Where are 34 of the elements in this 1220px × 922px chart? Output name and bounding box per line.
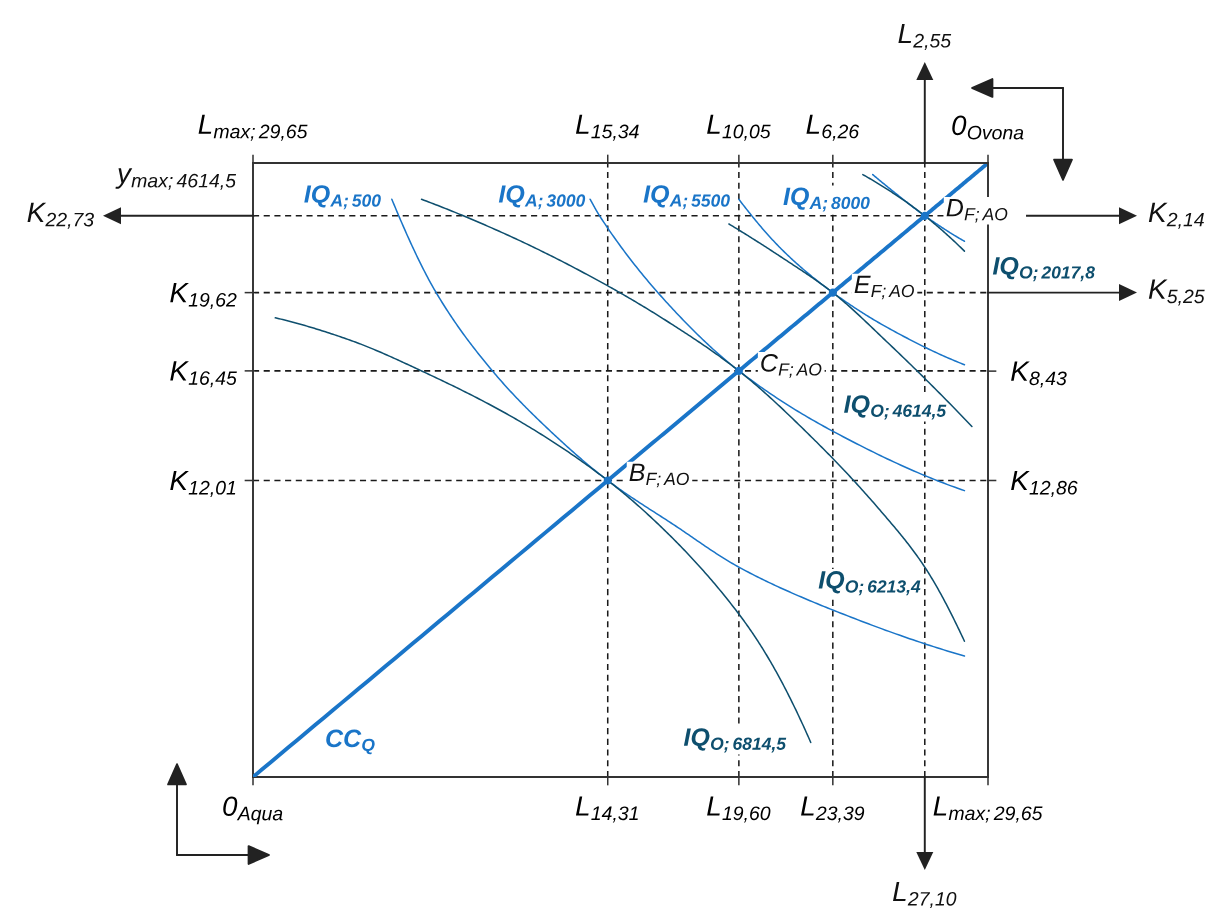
ref-line-label: L$_{27,10}$: [893, 882, 957, 908]
series-label: CC$_{Q}$: [326, 729, 375, 755]
series-label: IQ$_{O;2017,8}$: [992, 257, 1095, 282]
ref-line-label: L$_{2,55}$: [898, 23, 952, 50]
annotation: E$_{F;AO}$: [854, 275, 914, 300]
x-tick-label: L$_{max;29,65}$: [933, 796, 1043, 823]
annotation: C$_{F;AO}$: [761, 354, 822, 378]
x2-tick-label: L$_{6,26}$: [806, 114, 860, 141]
x2-tick-label: L$_{15,34}$: [575, 114, 639, 141]
y2-tick-label: K$_{8,43}$: [1011, 361, 1067, 388]
series-label: IQ$_{A;500}$: [304, 185, 381, 210]
x2-tick-label: 0$_{Ovona}$: [952, 115, 1024, 140]
y-tick-label: K$_{19,62}$: [170, 283, 237, 310]
annotation: D$_{F;AO}$: [946, 199, 1008, 223]
x2-tick-label: L$_{10,05}$: [707, 114, 771, 141]
x-tick-label: L$_{19,60}$: [707, 796, 771, 823]
x-tick-label: L$_{14,31}$: [575, 796, 638, 823]
ref-line-label: K$_{2,14}$: [1148, 202, 1204, 229]
ref-line-label: K$_{22,73}$: [27, 202, 94, 229]
series-label: IQ$_{O;4614,5}$: [844, 395, 947, 420]
series-label: IQ$_{O;6814,5}$: [683, 728, 787, 753]
y-tick-label: K$_{12,01}$: [170, 470, 236, 497]
series-label: IQ$_{O;6213,4}$: [818, 571, 921, 596]
series-label: IQ$_{A;3000}$: [498, 185, 586, 210]
y-tick-label: K$_{16,45}$: [170, 361, 237, 388]
y2-tick-label: K$_{12,86}$: [1011, 470, 1078, 497]
ref-line-label: K$_{5,25}$: [1148, 279, 1205, 306]
annotation: B$_{F;AO}$: [629, 463, 689, 488]
x-tick-label: L$_{23,39}$: [801, 796, 865, 823]
series-label: IQ$_{A;5500}$: [643, 185, 730, 210]
y-axis-title: y$_{max;4614,5}$: [115, 168, 237, 190]
x2-tick-label: L$_{max;29,65}$: [198, 114, 308, 141]
x-tick-label: 0$_{Aqua}$: [223, 796, 283, 825]
series-label: IQ$_{A;8000}$: [783, 187, 870, 212]
